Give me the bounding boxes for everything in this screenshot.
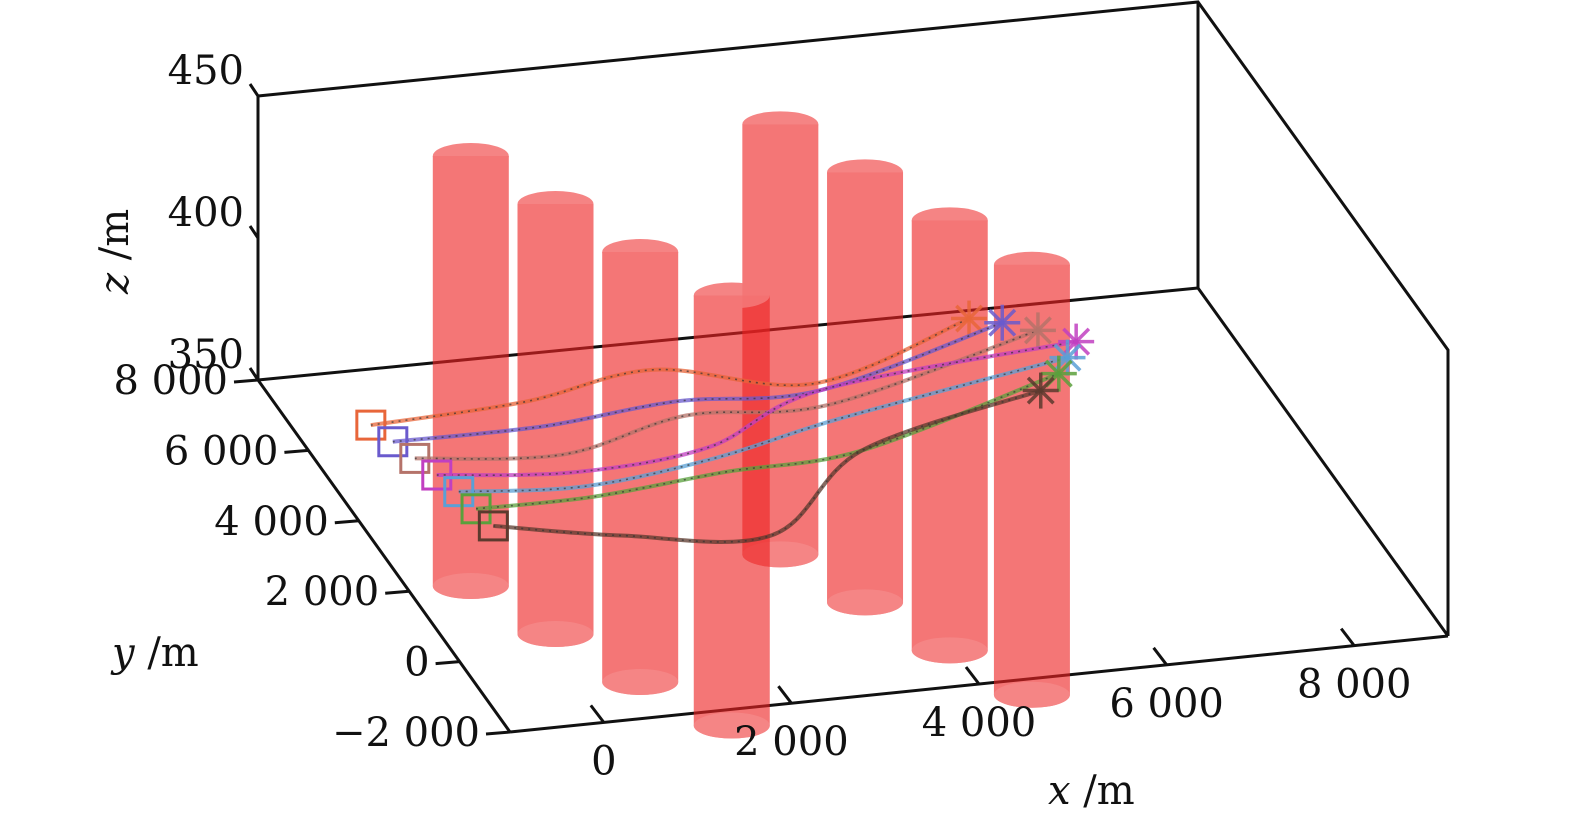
cylinder-4 (693, 282, 770, 739)
z-tick-label: 350 (168, 332, 244, 378)
trajectory-dotted-overlay (436, 340, 1077, 476)
cylinder-bottom (911, 637, 988, 664)
trajectory-dotted-overlay (414, 329, 1039, 460)
box-floor-right-edge (1196, 287, 1450, 637)
y-tick-label: −2 000 (332, 710, 480, 756)
y-tick-label: 4 000 (214, 499, 329, 545)
cylinder-top (911, 207, 988, 234)
cylinder-bottom (432, 573, 509, 599)
y-tick (485, 730, 511, 736)
x-tick (964, 666, 981, 685)
cylinder-body (911, 220, 988, 664)
trajectory-5 (443, 339, 1086, 508)
trajectory-2 (377, 304, 1021, 458)
box-back-top-edge (257, 0, 1450, 636)
y-tick (435, 660, 460, 666)
end-marker (1019, 312, 1056, 349)
trajectory-7 (477, 372, 1059, 544)
cylinder-body (432, 156, 509, 599)
y-tick (233, 378, 259, 384)
end-marker (951, 300, 988, 337)
x-tick (1340, 627, 1356, 647)
trajectory-line (392, 320, 1003, 444)
start-marker (355, 409, 387, 441)
x-axis-label: x /m (1048, 768, 1135, 814)
z-tick-label: 450 (168, 48, 244, 94)
z-tick (248, 367, 260, 381)
cylinder-top (602, 239, 679, 265)
x-tick (777, 685, 793, 705)
cylinder-body (693, 295, 770, 739)
trajectory-1 (355, 300, 988, 441)
cylinder-1 (432, 143, 509, 599)
cylinder-bottom (993, 681, 1070, 708)
cylinder-top (432, 143, 509, 169)
start-marker (443, 476, 475, 508)
cylinder-bottom (602, 669, 679, 695)
y-tick (334, 519, 359, 525)
trajectory-dotted-overlay (493, 389, 1041, 543)
cylinder-bottom (827, 589, 904, 616)
cylinder-top (827, 159, 904, 186)
end-marker (984, 304, 1021, 341)
y-tick (284, 448, 309, 454)
x-tick-label: 4 000 (922, 700, 1037, 746)
y-tick-label: 6 000 (164, 428, 279, 474)
trajectory-layer (355, 300, 1095, 544)
cylinder-7 (911, 207, 988, 664)
trajectory-dotted-overlay (370, 317, 970, 426)
cylinder-top (742, 111, 819, 138)
tick-layer: 0 2 000 4 000 6 000 8 000 −2 000 0 2 000 4 000 6 … (113, 48, 1411, 784)
z-tick (248, 83, 260, 97)
start-marker (477, 510, 509, 542)
trajectory-dotted-overlay (458, 356, 1068, 493)
y-tick-label: 2 000 (265, 569, 380, 615)
x-tick (589, 704, 605, 724)
start-marker (377, 426, 409, 458)
x-tick-label: 8 000 (1297, 662, 1412, 708)
start-marker (399, 442, 431, 474)
x-tick-label: 0 (591, 738, 616, 784)
cylinder-top (517, 191, 594, 217)
y-axis-line (256, 379, 512, 733)
x-tick-label: 6 000 (1109, 681, 1224, 727)
cylinder-bottom (693, 712, 770, 739)
z-tick (248, 225, 260, 239)
z-tick-label: 400 (168, 190, 244, 236)
cylinder-body (602, 252, 679, 695)
start-marker (421, 459, 453, 491)
y-tick (385, 589, 410, 595)
end-marker (1022, 372, 1059, 409)
start-marker (460, 493, 492, 525)
cylinder-top (993, 251, 1070, 278)
end-marker (1049, 339, 1086, 376)
y-tick-label: 0 (404, 640, 429, 686)
cylinder-bottom (517, 621, 594, 647)
cylinder-3 (602, 239, 679, 695)
cylinder-top (693, 282, 770, 309)
axis-labels: x /m y /m z /m (92, 209, 1135, 814)
y-axis-label: y /m (110, 630, 199, 676)
obstacle-layer (432, 111, 1070, 739)
x-tick (1152, 646, 1168, 666)
y-tick-label: 8 000 (113, 358, 228, 404)
trajectory-3 (399, 312, 1056, 474)
z-axis-label: z /m (92, 209, 138, 295)
x-tick-label: 2 000 (734, 719, 849, 765)
